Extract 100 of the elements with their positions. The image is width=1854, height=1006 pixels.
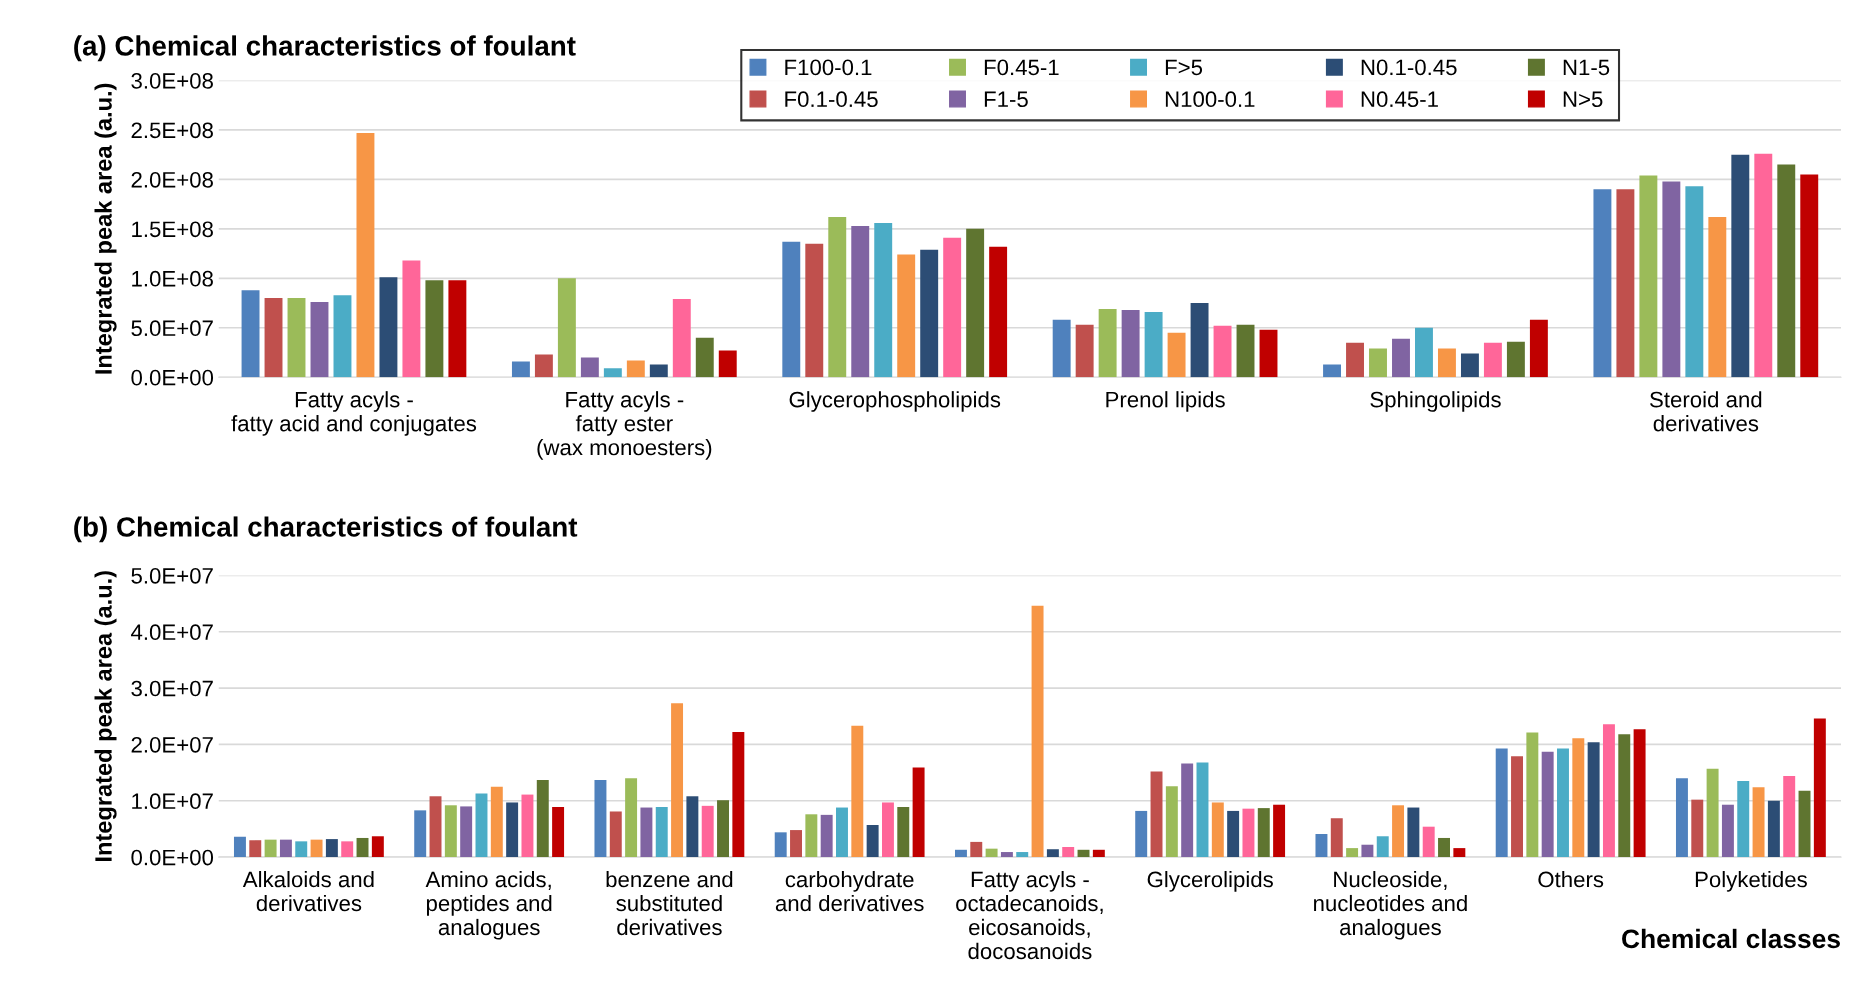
bar bbox=[1587, 742, 1600, 858]
bar bbox=[1165, 786, 1178, 858]
bar bbox=[536, 779, 549, 858]
bar bbox=[1346, 342, 1364, 378]
bar bbox=[805, 243, 824, 378]
y-tick-label: 3.0E+08 bbox=[131, 73, 213, 89]
bar bbox=[774, 832, 787, 858]
bar bbox=[1144, 311, 1163, 378]
bar bbox=[1685, 186, 1704, 378]
bar bbox=[1662, 181, 1681, 378]
y-axis-title: Integrated peak area (a.u.) bbox=[94, 83, 117, 374]
bar bbox=[1062, 846, 1075, 858]
bar bbox=[295, 841, 308, 858]
bar bbox=[1633, 729, 1646, 858]
bar bbox=[534, 354, 553, 378]
bar bbox=[649, 364, 668, 378]
bar bbox=[475, 793, 488, 858]
bar bbox=[874, 222, 893, 378]
x-tick-label: Amino acids, peptides and analogues bbox=[425, 871, 552, 940]
y-tick-label: 1.0E+08 bbox=[132, 270, 213, 287]
bar bbox=[1196, 762, 1209, 858]
bar bbox=[1227, 810, 1240, 858]
bar bbox=[1392, 338, 1410, 378]
bar bbox=[264, 839, 277, 858]
bar bbox=[414, 810, 427, 858]
legend-label: N0.45-1 bbox=[1361, 91, 1438, 108]
bar bbox=[1181, 763, 1194, 858]
bar bbox=[1257, 808, 1270, 858]
bar bbox=[1016, 852, 1029, 858]
bar bbox=[943, 237, 962, 378]
bar bbox=[805, 814, 818, 858]
bar bbox=[671, 703, 684, 858]
bar bbox=[310, 302, 329, 378]
y-axis-title: Integrated peak area (a.u.) bbox=[94, 571, 117, 861]
bar bbox=[626, 360, 645, 378]
bar bbox=[490, 786, 503, 858]
y-tick-label: 5.0E+07 bbox=[131, 567, 213, 584]
x-tick-label: Sphingolipids bbox=[1370, 391, 1501, 412]
x-tick-label: Glycerophospholipids bbox=[789, 391, 1001, 412]
y-tick-label: 2.5E+08 bbox=[131, 122, 213, 139]
bar bbox=[920, 249, 939, 378]
y-tick-label: 4.0E+07 bbox=[131, 624, 213, 641]
bar bbox=[851, 225, 870, 378]
bar bbox=[341, 841, 354, 858]
bar bbox=[1777, 164, 1796, 378]
bar bbox=[897, 806, 910, 858]
x-tick-label: Fatty acyls - fatty acid and conjugates bbox=[231, 391, 477, 436]
bar bbox=[1031, 605, 1044, 858]
bar bbox=[1708, 216, 1727, 378]
bar bbox=[1273, 804, 1286, 858]
bar bbox=[1052, 319, 1071, 378]
bar bbox=[1813, 718, 1826, 858]
bar bbox=[1000, 852, 1013, 858]
bar bbox=[1150, 771, 1163, 858]
bar bbox=[279, 839, 292, 858]
bar bbox=[1460, 353, 1479, 378]
bar bbox=[552, 806, 565, 858]
bar bbox=[1602, 724, 1615, 858]
bar bbox=[460, 806, 473, 858]
bar bbox=[1323, 364, 1341, 378]
x-tick-label: carbohydrate and derivatives bbox=[775, 871, 924, 912]
bar bbox=[310, 839, 323, 858]
bar bbox=[897, 254, 916, 378]
bar bbox=[249, 840, 262, 858]
bar bbox=[325, 839, 338, 858]
legend-label: F1-5 bbox=[984, 91, 1028, 108]
bar bbox=[828, 216, 847, 378]
legend-label: F100-0.1 bbox=[785, 59, 872, 76]
bar bbox=[580, 357, 599, 378]
bar bbox=[954, 849, 967, 858]
bar bbox=[371, 836, 384, 858]
bar bbox=[717, 800, 729, 858]
x-tick-label: Nucleoside, nucleotides and analogues bbox=[1314, 871, 1467, 940]
bar bbox=[603, 368, 622, 378]
y-tick-label: 2.0E+08 bbox=[131, 171, 213, 188]
bar bbox=[655, 806, 668, 858]
bar bbox=[1190, 303, 1209, 378]
bar bbox=[1754, 153, 1773, 378]
bar bbox=[686, 796, 699, 858]
bar bbox=[672, 299, 691, 378]
y-tick-label: 2.0E+07 bbox=[131, 736, 213, 753]
bar bbox=[701, 805, 714, 858]
bar bbox=[836, 807, 848, 858]
y-tick-label: 5.0E+07 bbox=[131, 320, 213, 337]
bar bbox=[1167, 332, 1186, 378]
bar bbox=[985, 848, 998, 858]
bar bbox=[1121, 309, 1140, 378]
y-tick-label: 1.0E+07 bbox=[132, 793, 213, 810]
bar bbox=[1557, 748, 1569, 858]
bar bbox=[1392, 805, 1405, 858]
bar bbox=[1346, 848, 1359, 858]
bar bbox=[448, 280, 467, 378]
bar bbox=[241, 290, 260, 378]
bar bbox=[1767, 800, 1780, 858]
bar bbox=[1211, 802, 1224, 858]
bar bbox=[912, 767, 925, 858]
bar bbox=[557, 278, 576, 378]
bar bbox=[718, 350, 737, 378]
bar bbox=[1706, 768, 1719, 858]
bar bbox=[851, 725, 864, 858]
